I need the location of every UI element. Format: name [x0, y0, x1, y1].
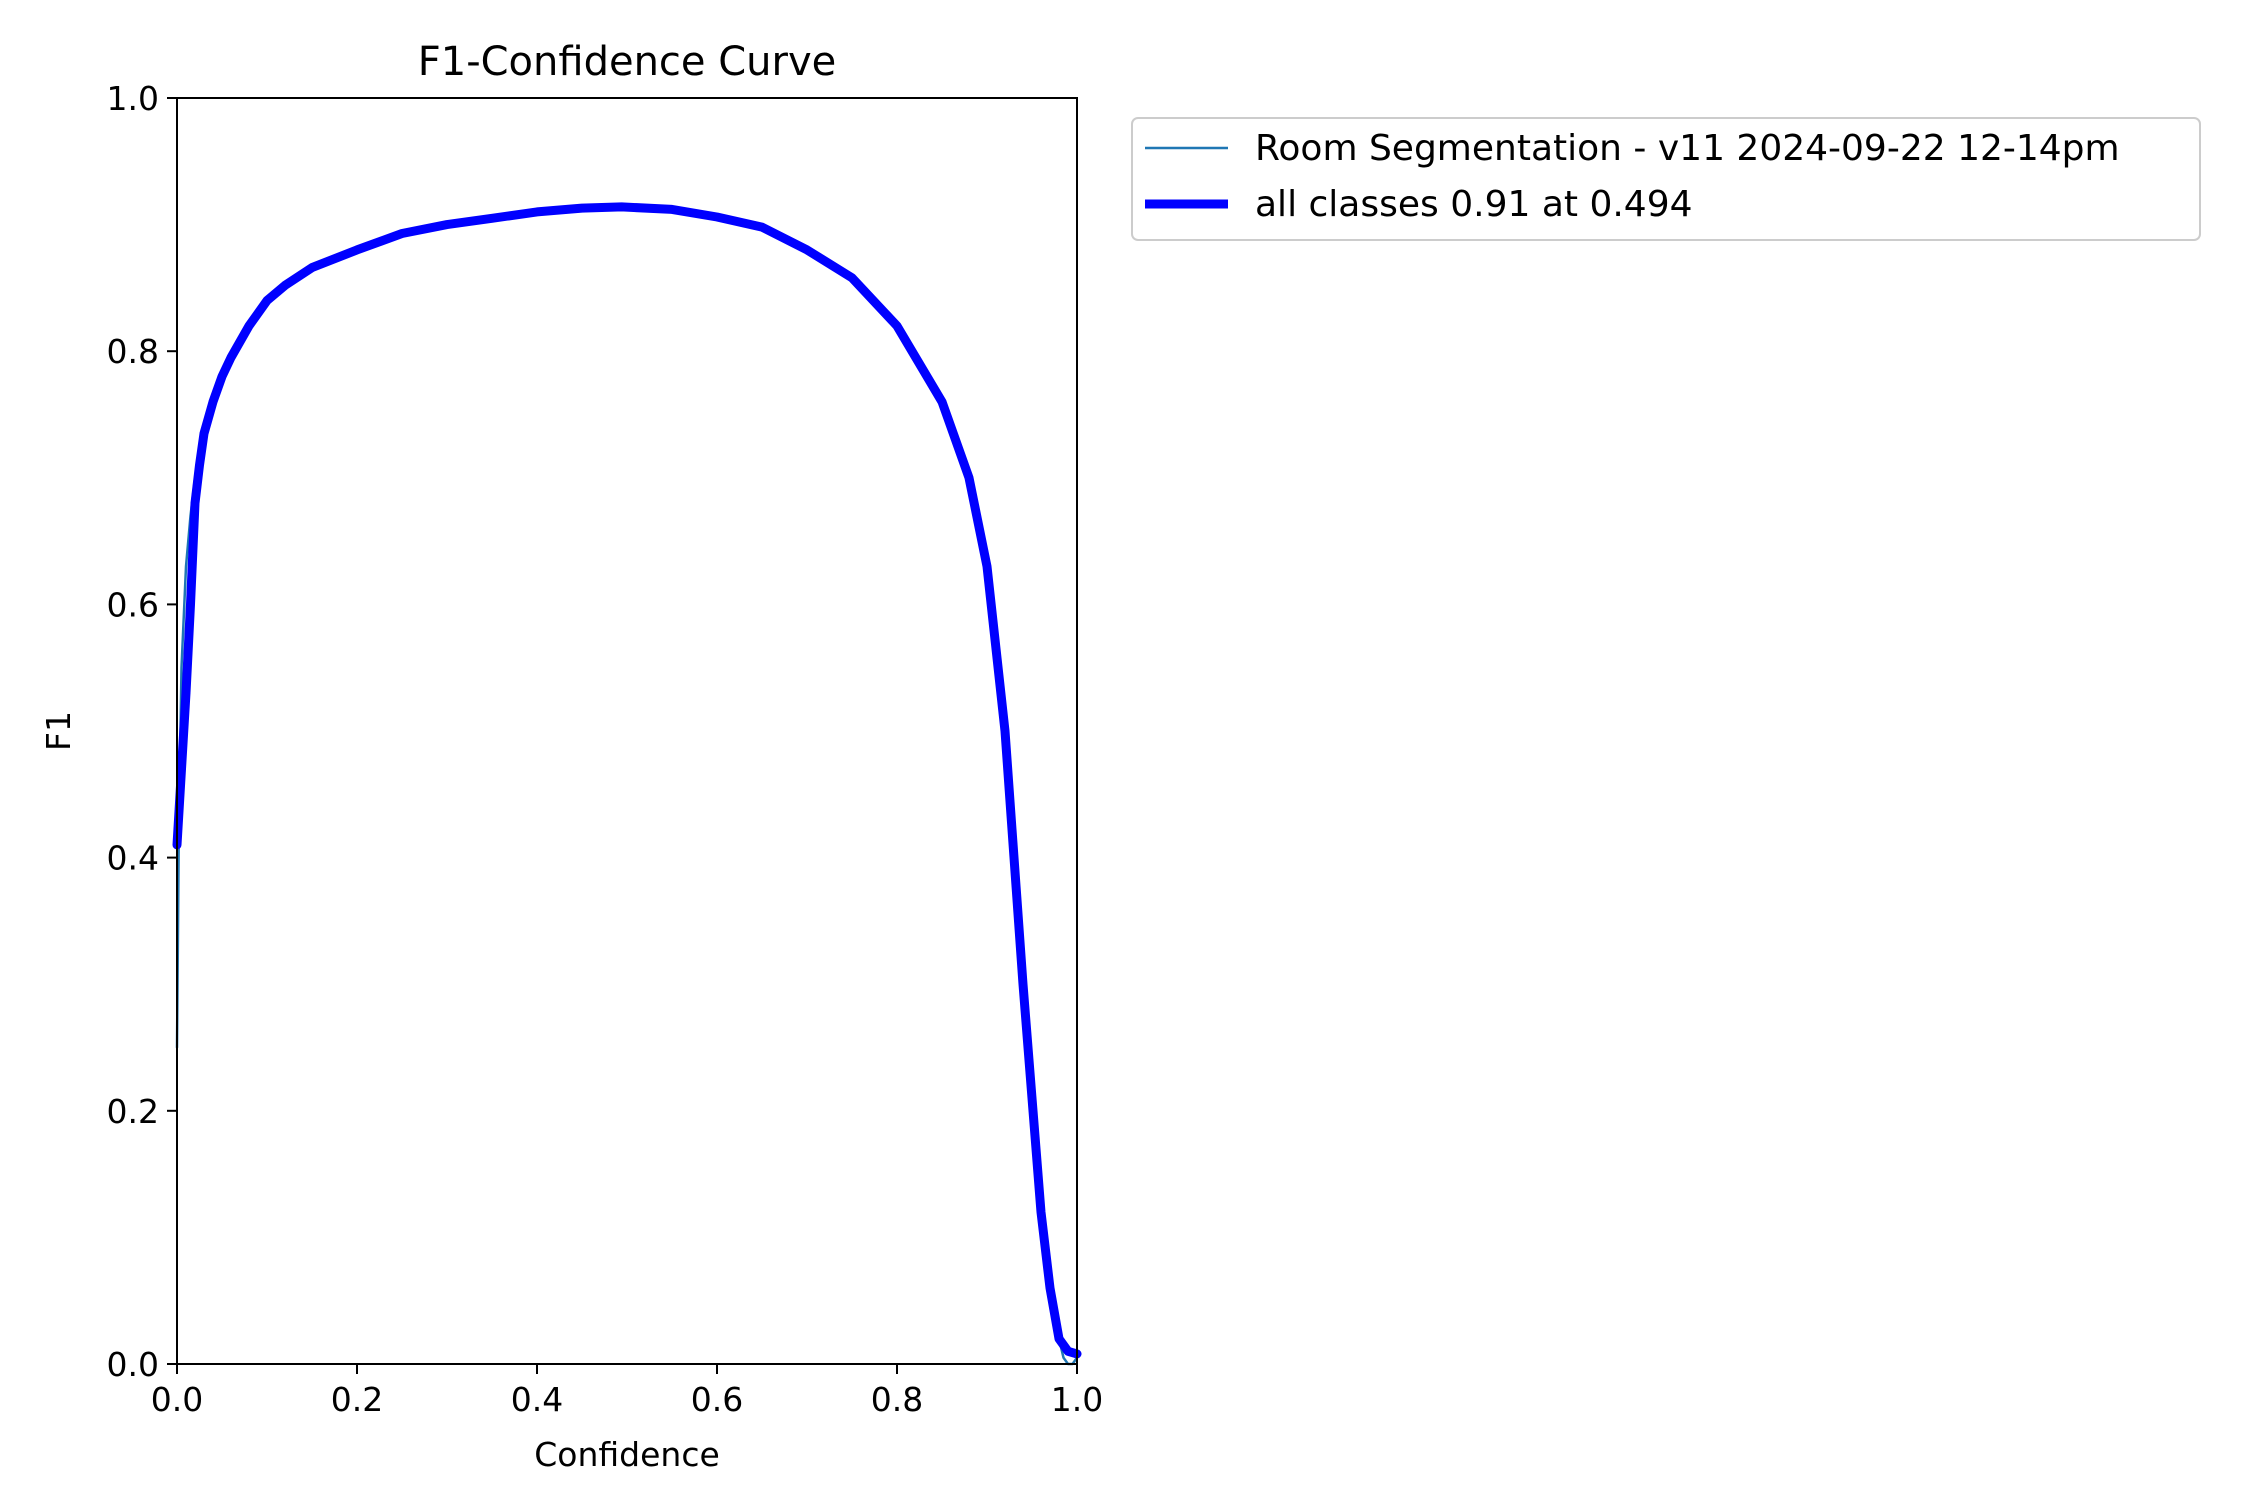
series-layer [172, 202, 1082, 1366]
y-axis-label: F1 [39, 711, 78, 751]
legend-label-2: all classes 0.91 at 0.494 [1255, 184, 1693, 225]
y-tick-label: 0.6 [107, 585, 159, 624]
chart-title: F1-Confidence Curve [418, 39, 837, 85]
x-tick-label: 0.6 [691, 1380, 743, 1419]
legend-box [1131, 117, 2201, 241]
y-tick-label: 1.0 [107, 79, 159, 118]
series-line-2 [172, 202, 1082, 1359]
x-tick-label: 0.4 [511, 1380, 563, 1419]
y-tick-label: 0.4 [107, 839, 159, 878]
x-tick-label: 0.2 [331, 1380, 383, 1419]
y-axis-ticks: 0.0 0.2 0.4 0.6 0.8 1.0 [107, 79, 177, 1384]
legend-label-1: Room Segmentation - v11 2024-09-22 12-14… [1255, 128, 2120, 169]
y-tick-label: 0.0 [107, 1345, 159, 1384]
y-tick-label: 0.8 [107, 332, 159, 371]
x-tick-label: 1.0 [1051, 1380, 1103, 1419]
x-axis-label: Confidence [534, 1435, 720, 1474]
x-tick-label: 0.8 [871, 1380, 923, 1419]
x-tick-label: 0.0 [151, 1380, 203, 1419]
legend: Room Segmentation - v11 2024-09-22 12-14… [1131, 117, 2201, 241]
x-axis-ticks: 0.0 0.2 0.4 0.6 0.8 1.0 [151, 1364, 1103, 1419]
legend-items: Room Segmentation - v11 2024-09-22 12-14… [1145, 128, 2120, 225]
y-tick-label: 0.2 [107, 1092, 159, 1131]
plot-frame [176, 97, 1078, 1365]
